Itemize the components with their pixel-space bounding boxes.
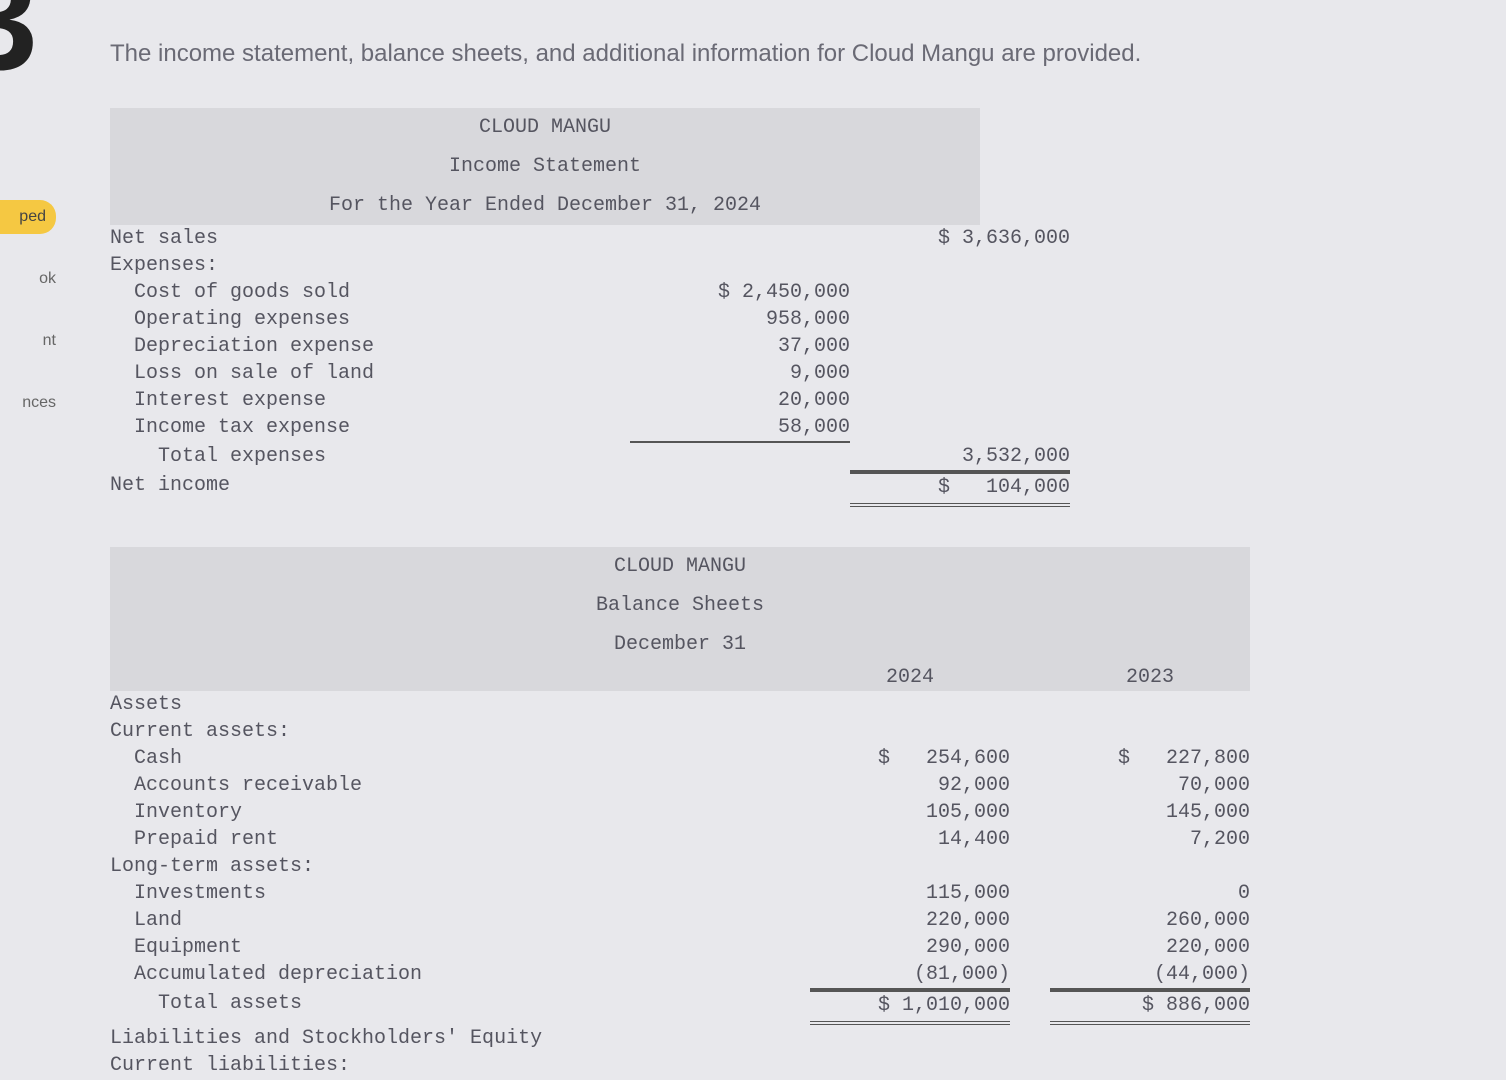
sidebar-item-2[interactable]: nt [0, 324, 56, 358]
is-net-sales: $ 3,636,000 [850, 225, 1070, 252]
bs-total-assets-y2: $ 886,000 [1050, 990, 1250, 1025]
bs-ca-1-y2: 70,000 [1050, 772, 1250, 799]
bs-cl-label: Current liabilities: [110, 1052, 810, 1079]
is-exp-4-label: Interest expense [110, 387, 630, 414]
bs-title: Balance Sheets [110, 586, 1250, 625]
bs-lta-3-y1: (81,000) [810, 961, 1010, 990]
is-exp-3-label: Loss on sale of land [110, 360, 630, 387]
is-total-exp: 3,532,000 [850, 443, 1070, 472]
bs-total-assets-label: Total assets [110, 990, 810, 1025]
bs-ca-0-label: Cash [110, 745, 810, 772]
is-company: CLOUD MANGU [110, 108, 980, 147]
bs-lta-0-label: Investments [110, 880, 810, 907]
is-exp-2-label: Depreciation expense [110, 333, 630, 360]
bs-liab-label: Liabilities and Stockholders' Equity [110, 1025, 810, 1052]
question-number: 3 [0, 0, 38, 102]
bs-ca-3-y1: 14,400 [810, 826, 1010, 853]
is-net-income-label: Net income [110, 472, 630, 507]
bs-ca-2-label: Inventory [110, 799, 810, 826]
bs-lta-3-label: Accumulated depreciation [110, 961, 810, 990]
bs-ca-3-label: Prepaid rent [110, 826, 810, 853]
is-period: For the Year Ended December 31, 2024 [110, 186, 980, 225]
is-net-sales-label: Net sales [110, 225, 630, 252]
is-exp-1-label: Operating expenses [110, 306, 630, 333]
bs-company: CLOUD MANGU [110, 547, 1250, 586]
bs-ca-2-y1: 105,000 [810, 799, 1010, 826]
is-total-exp-label: Total expenses [110, 443, 630, 472]
bs-date: December 31 [110, 625, 1250, 664]
bs-lta-2-label: Equipment [110, 934, 810, 961]
intro-text: The income statement, balance sheets, an… [110, 40, 1506, 68]
bs-ca-1-y1: 92,000 [810, 772, 1010, 799]
sidebar-item-0[interactable]: ped [0, 200, 56, 234]
is-exp-3-amt: 9,000 [630, 360, 850, 387]
sidebar-partial: ped ok nt nces [0, 200, 56, 448]
sidebar-item-3[interactable]: nces [0, 386, 56, 420]
bs-ca-1-label: Accounts receivable [110, 772, 810, 799]
income-statement-table: CLOUD MANGU Income Statement For the Yea… [110, 108, 980, 507]
is-net-income: $ 104,000 [850, 472, 1070, 507]
bs-lta-label: Long-term assets: [110, 853, 810, 880]
bs-ca-0-y2: $ 227,800 [1050, 745, 1250, 772]
bs-lta-1-y2: 260,000 [1050, 907, 1250, 934]
sidebar-item-1[interactable]: ok [0, 262, 56, 296]
bs-total-assets-y1: $ 1,010,000 [810, 990, 1010, 1025]
is-exp-1-amt: 958,000 [630, 306, 850, 333]
bs-lta-2-y1: 290,000 [810, 934, 1010, 961]
is-exp-5-amt: 58,000 [630, 414, 850, 443]
bs-lta-0-y1: 115,000 [810, 880, 1010, 907]
bs-year2: 2023 [1050, 664, 1250, 691]
is-exp-0-label: Cost of goods sold [110, 279, 630, 306]
is-exp-5-label: Income tax expense [110, 414, 630, 443]
is-exp-0-amt: $ 2,450,000 [630, 279, 850, 306]
is-exp-4-amt: 20,000 [630, 387, 850, 414]
bs-ca-label: Current assets: [110, 718, 810, 745]
bs-ca-3-y2: 7,200 [1050, 826, 1250, 853]
bs-lta-3-y2: (44,000) [1050, 961, 1250, 990]
bs-year1: 2024 [810, 664, 1010, 691]
is-title: Income Statement [110, 147, 980, 186]
is-expenses-label: Expenses: [110, 252, 630, 279]
bs-ca-2-y2: 145,000 [1050, 799, 1250, 826]
bs-lta-1-y1: 220,000 [810, 907, 1010, 934]
bs-lta-1-label: Land [110, 907, 810, 934]
bs-lta-0-y2: 0 [1050, 880, 1250, 907]
bs-assets-label: Assets [110, 691, 810, 718]
balance-sheet-table: CLOUD MANGU Balance Sheets December 31 2… [110, 547, 1250, 1079]
bs-lta-2-y2: 220,000 [1050, 934, 1250, 961]
is-exp-2-amt: 37,000 [630, 333, 850, 360]
bs-ca-0-y1: $ 254,600 [810, 745, 1010, 772]
